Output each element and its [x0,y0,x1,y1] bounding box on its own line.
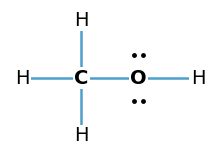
Text: H: H [74,11,89,30]
Text: H: H [191,68,205,88]
Text: H: H [74,126,89,145]
Text: C: C [74,68,89,88]
Text: O: O [130,68,147,88]
Text: H: H [15,68,29,88]
